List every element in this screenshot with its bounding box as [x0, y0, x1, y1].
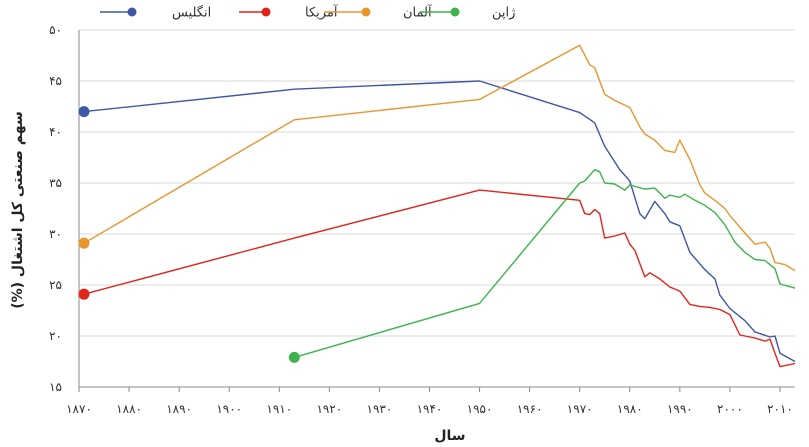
- y-tick-label: ۳۵: [49, 176, 62, 190]
- legend-item-3: آلمان: [324, 4, 433, 21]
- y-tick-label: ۵۰: [49, 23, 62, 37]
- start-marker-3: [78, 237, 90, 249]
- x-tick-label: ۲۰۰۰: [717, 402, 743, 416]
- y-tick-label: ۲۵: [49, 278, 62, 292]
- legend-dot: [450, 7, 460, 17]
- series-lines: [83, 44, 796, 368]
- x-tick-label: ۱۹۹۰: [667, 402, 693, 416]
- start-markers: [78, 106, 300, 363]
- start-marker-2: [78, 288, 90, 300]
- x-tick-label: ۱۸۹۰: [166, 402, 192, 416]
- legend-label: آمریکا: [305, 4, 339, 21]
- legend-item-4: ژاپن: [420, 6, 515, 21]
- y-tick-label: ۳۰: [49, 227, 62, 241]
- series-line-2: [83, 189, 796, 368]
- legend: انگلیس آمریکا آلمان ژاپن: [100, 4, 515, 21]
- x-tick-label: ۱۹۳۰: [367, 402, 393, 416]
- y-tick-label: ۱۵: [49, 380, 62, 394]
- series-line-3: [83, 44, 796, 272]
- x-tick-label: ۱۹۲۰: [316, 402, 342, 416]
- legend-item-1: انگلیس: [100, 5, 211, 21]
- x-tick-label: ۱۹۶۰: [517, 402, 543, 416]
- y-axis-ticks: ۱۵ ۲۰ ۲۵ ۳۰ ۳۵ ۴۰ ۴۵ ۵۰: [49, 23, 62, 394]
- start-marker-1: [78, 106, 90, 118]
- x-tick-label: ۱۹۵۰: [467, 402, 493, 416]
- x-tick-label: ۱۹۸۰: [617, 402, 643, 416]
- series-line-1: [83, 80, 796, 363]
- legend-label: ژاپن: [492, 6, 515, 21]
- legend-label: آلمان: [403, 4, 433, 21]
- x-tick-label: ۱۹۰۰: [216, 402, 242, 416]
- legend-label: انگلیس: [172, 5, 211, 21]
- x-axis-ticks: ۱۸۷۰ ۱۸۸۰ ۱۸۹۰ ۱۹۰۰ ۱۹۱۰ ۱۹۲۰ ۱۹۳۰ ۱۹۴۰ ۱۹۵۰ ۱۹۶۰…: [66, 387, 793, 416]
- x-tick-label: ۱۸۷۰: [66, 402, 92, 416]
- y-tick-label: ۲۰: [49, 329, 62, 343]
- legend-dot: [127, 7, 137, 17]
- legend-item-2: آمریکا: [239, 4, 339, 21]
- x-axis-title: سال: [434, 428, 465, 444]
- grid-lines: [78, 29, 795, 388]
- x-tick-label: ۱۹۱۰: [266, 402, 292, 416]
- x-tick-label: ۱۹۴۰: [417, 402, 443, 416]
- x-tick-label: ۱۹۷۰: [567, 402, 593, 416]
- series-line-4: [294, 169, 796, 359]
- legend-dot: [361, 7, 371, 17]
- x-tick-label: ۱۸۸۰: [116, 402, 142, 416]
- y-axis-title: سهم صنعتی کل اشتغال (%): [10, 111, 26, 309]
- y-tick-label: ۴۵: [49, 74, 62, 88]
- legend-dot: [261, 7, 271, 17]
- start-marker-4: [288, 351, 300, 363]
- x-tick-label: ۲۰۱۰: [767, 402, 793, 416]
- y-tick-label: ۴۰: [49, 125, 62, 139]
